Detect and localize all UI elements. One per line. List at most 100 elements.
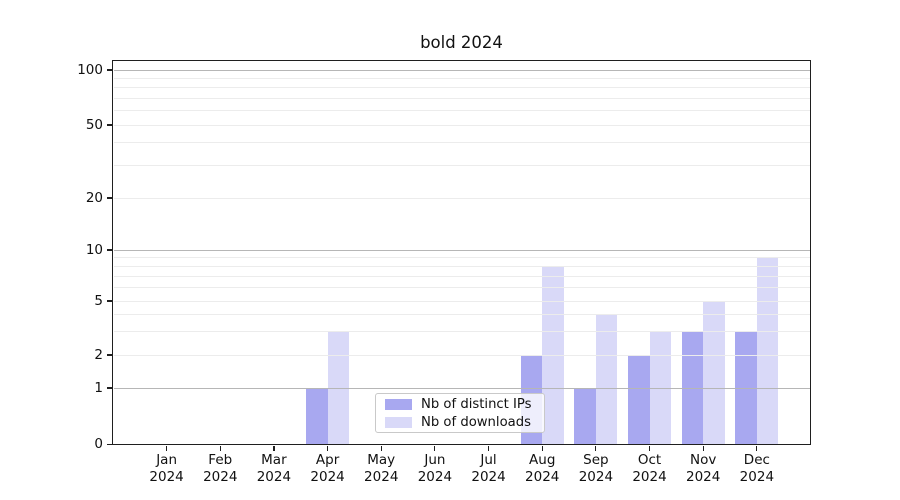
gridline-minor — [113, 124, 810, 126]
y-tick-mark — [106, 249, 112, 251]
y-tick-mark — [106, 300, 112, 302]
x-tick-label: Jul 2024 — [454, 452, 524, 486]
x-tick-label: Apr 2024 — [293, 452, 363, 486]
chart-title: bold 2024 — [420, 33, 503, 52]
x-tick-year: 2024 — [149, 469, 184, 485]
x-tick-month: Apr — [315, 452, 340, 468]
y-tick-mark — [106, 387, 112, 389]
x-tick-label: Dec 2024 — [722, 452, 792, 486]
legend-swatch-downloads — [385, 416, 412, 428]
bar-distinct-ips — [306, 388, 328, 445]
gridline-major — [113, 69, 810, 71]
y-tick-label: 10 — [85, 241, 103, 258]
bar-downloads — [595, 314, 618, 445]
gridline-minor — [113, 110, 810, 112]
gridline-minor — [113, 87, 810, 89]
y-tick-mark — [106, 354, 112, 356]
gridline-minor — [113, 77, 810, 79]
bar-distinct-ips — [574, 388, 596, 445]
gridline-minor — [113, 330, 810, 332]
legend-item-downloads: Nb of downloads — [385, 415, 538, 430]
x-tick-month: Jun — [424, 452, 446, 468]
gridline-minor — [113, 313, 810, 315]
y-tick-label: 1 — [94, 379, 103, 396]
x-tick-label: Feb 2024 — [185, 452, 255, 486]
gridline-minor — [113, 275, 810, 277]
y-tick-label: 50 — [85, 116, 103, 133]
y-tick-label: 0 — [94, 436, 103, 452]
legend-label-distinct-ips: Nb of distinct IPs — [421, 396, 532, 412]
x-tick-year: 2024 — [632, 469, 667, 485]
x-tick-year: 2024 — [256, 469, 292, 485]
y-tick-mark — [106, 124, 112, 126]
gridline-minor — [113, 197, 810, 199]
x-tick-year: 2024 — [739, 469, 775, 485]
x-tick-month: Mar — [261, 452, 287, 468]
x-tick-year: 2024 — [203, 469, 238, 485]
x-tick-year: 2024 — [417, 469, 453, 485]
x-tick-mark — [648, 445, 651, 451]
y-tick-mark — [106, 443, 112, 446]
x-tick-mark — [487, 445, 490, 451]
y-tick-mark — [106, 197, 112, 199]
x-tick-mark — [380, 445, 382, 451]
x-tick-mark — [166, 445, 168, 451]
x-tick-year: 2024 — [578, 469, 614, 485]
x-tick-mark — [434, 445, 436, 451]
bar-downloads — [703, 301, 725, 445]
x-tick-label: May 2024 — [346, 452, 416, 486]
gridline-major — [113, 249, 810, 251]
x-tick-mark — [541, 445, 543, 451]
x-tick-month: Aug — [529, 452, 556, 468]
x-tick-label: Aug 2024 — [507, 452, 577, 486]
x-tick-mark — [595, 445, 597, 451]
x-tick-month: Jan — [156, 452, 177, 468]
x-tick-month: Jul — [480, 452, 497, 468]
x-tick-label: Nov 2024 — [668, 452, 738, 486]
legend: Nb of distinct IPs Nb of downloads — [375, 393, 545, 433]
x-tick-month: Oct — [637, 452, 662, 468]
x-tick-month: Nov — [690, 452, 717, 468]
legend-swatch-distinct-ips — [385, 398, 412, 410]
x-tick-label: Jun 2024 — [400, 452, 470, 486]
bar-distinct-ips — [628, 355, 650, 445]
gridline-minor — [113, 287, 810, 289]
y-tick-label: 2 — [94, 346, 103, 363]
x-tick-month: Dec — [743, 452, 770, 468]
gridline-minor — [113, 257, 810, 259]
gridline-minor — [113, 354, 810, 356]
legend-item-distinct-ips: Nb of distinct IPs — [385, 397, 538, 412]
gridline-major — [113, 387, 810, 389]
x-tick-label: Oct 2024 — [615, 452, 685, 486]
x-tick-mark — [219, 445, 221, 451]
x-tick-mark — [756, 445, 758, 451]
gridline-minor — [113, 142, 810, 144]
x-tick-mark — [702, 445, 704, 451]
x-tick-year: 2024 — [686, 469, 721, 485]
gridline-minor — [113, 265, 810, 267]
x-tick-year: 2024 — [471, 469, 506, 485]
x-tick-mark — [273, 445, 275, 451]
x-tick-year: 2024 — [525, 469, 560, 485]
y-tick-label: 20 — [85, 189, 103, 206]
bar-downloads — [756, 257, 779, 445]
x-tick-label: Sep 2024 — [561, 452, 631, 486]
x-tick-month: Feb — [208, 452, 233, 468]
gridline-minor — [113, 97, 810, 99]
x-tick-mark — [326, 445, 329, 451]
x-tick-label: Mar 2024 — [239, 452, 309, 486]
x-tick-label: Jan 2024 — [132, 452, 202, 486]
y-tick-label: 100 — [77, 61, 103, 78]
gridline-minor — [113, 300, 810, 302]
x-tick-month: May — [367, 452, 396, 468]
y-tick-mark — [106, 69, 112, 71]
y-tick-label: 5 — [94, 292, 103, 309]
legend-label-downloads: Nb of downloads — [421, 414, 531, 430]
x-tick-month: Sep — [583, 452, 609, 468]
x-tick-year: 2024 — [310, 469, 345, 485]
x-tick-year: 2024 — [364, 469, 399, 485]
gridline-minor — [113, 165, 810, 167]
